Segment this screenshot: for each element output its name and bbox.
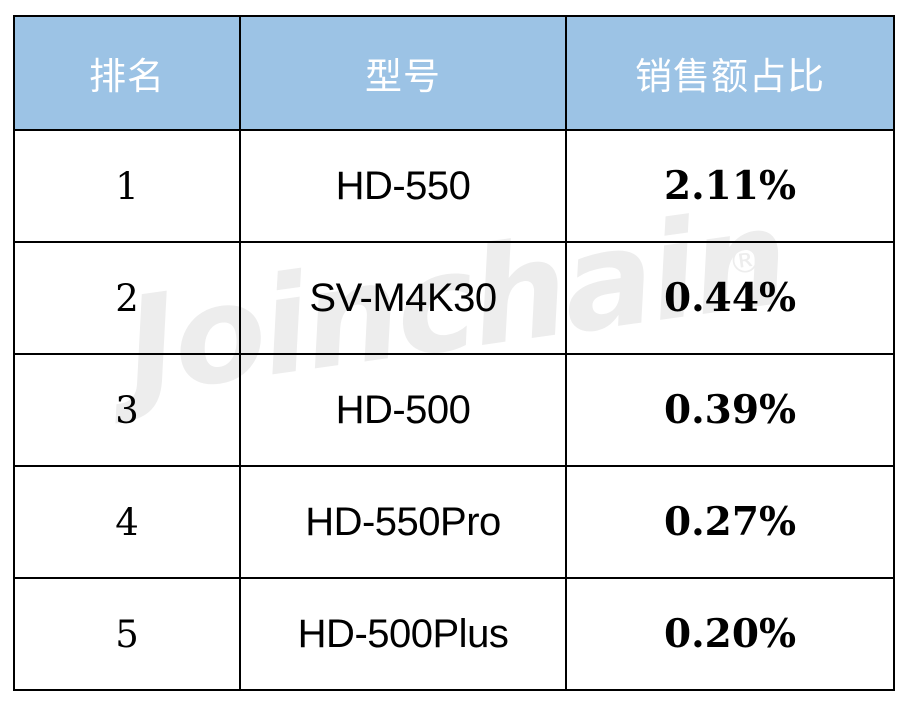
column-header-sales-share: 销售额占比 [565, 15, 895, 131]
table-row: 5 HD-500Plus 0.20% [13, 577, 895, 691]
cell-model: HD-500Plus [239, 577, 567, 691]
table-row: 2 SV-M4K30 0.44% [13, 241, 895, 355]
cell-sales-share: 0.39% [565, 353, 895, 467]
table-row: 4 HD-550Pro 0.27% [13, 465, 895, 579]
cell-rank: 2 [13, 241, 241, 355]
table-header-row: 排名 型号 销售额占比 [13, 15, 895, 131]
cell-rank: 3 [13, 353, 241, 467]
ranking-table: 排名 型号 销售额占比 1 HD-550 2.11% 2 SV-M4K30 0.… [13, 15, 895, 691]
cell-sales-share: 2.11% [565, 129, 895, 243]
table-row: 1 HD-550 2.11% [13, 129, 895, 243]
cell-rank: 1 [13, 129, 241, 243]
cell-sales-share: 0.20% [565, 577, 895, 691]
cell-model: HD-550 [239, 129, 567, 243]
cell-rank: 5 [13, 577, 241, 691]
cell-model: HD-500 [239, 353, 567, 467]
cell-sales-share: 0.27% [565, 465, 895, 579]
table-body: 1 HD-550 2.11% 2 SV-M4K30 0.44% 3 HD-500… [13, 129, 895, 691]
cell-model: HD-550Pro [239, 465, 567, 579]
column-header-rank: 排名 [13, 15, 241, 131]
cell-sales-share: 0.44% [565, 241, 895, 355]
table-header: 排名 型号 销售额占比 [13, 15, 895, 131]
table-row: 3 HD-500 0.39% [13, 353, 895, 467]
cell-rank: 4 [13, 465, 241, 579]
ranking-table-container: 排名 型号 销售额占比 1 HD-550 2.11% 2 SV-M4K30 0.… [13, 15, 895, 691]
cell-model: SV-M4K30 [239, 241, 567, 355]
column-header-model: 型号 [239, 15, 567, 131]
